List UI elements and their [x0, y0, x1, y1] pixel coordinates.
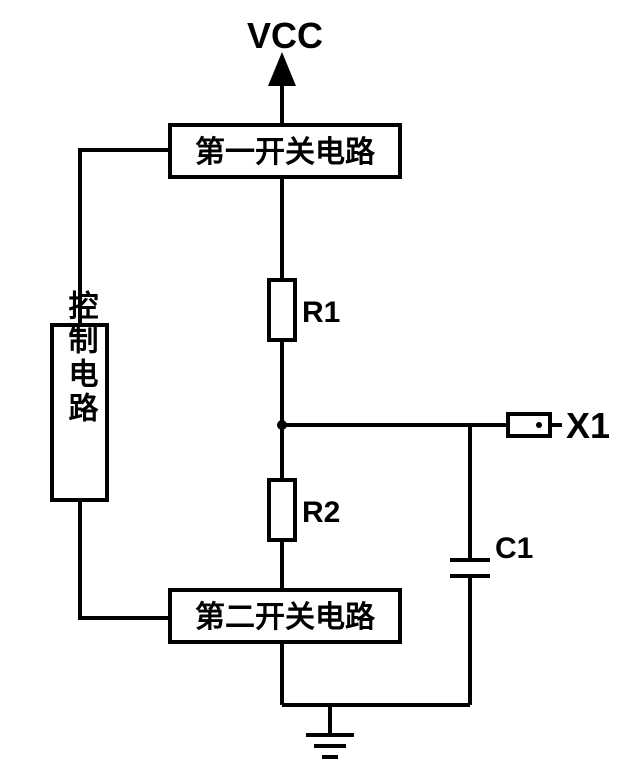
wire-ctrl-to-sw2: [80, 500, 170, 618]
vcc-label: VCC: [247, 15, 323, 56]
c1-capacitor: [450, 560, 490, 576]
first-switch-label: 第一开关电路: [195, 135, 376, 169]
second-switch-label: 第二开关电路: [195, 600, 376, 634]
ground-symbol: [306, 735, 354, 757]
x1-label: X1: [566, 405, 610, 446]
x1-connector: [508, 414, 562, 436]
r2-body: [269, 480, 295, 540]
r1-body: [269, 280, 295, 340]
c1-label: C1: [495, 532, 533, 565]
r1-label: R1: [302, 296, 340, 329]
r2-label: R2: [302, 496, 340, 529]
vcc-arrowhead: [268, 52, 296, 86]
